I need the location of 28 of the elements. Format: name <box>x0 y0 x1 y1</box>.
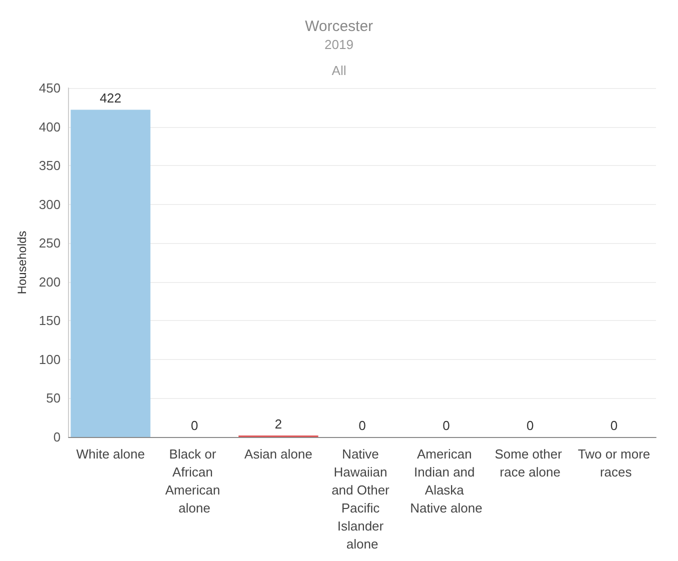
y-tick-label: 250 <box>38 236 61 251</box>
y-tick-label: 200 <box>38 274 61 290</box>
data-label: 422 <box>100 90 122 106</box>
x-tick-label: Asian alone <box>244 446 312 462</box>
y-tick-label: 400 <box>38 119 61 134</box>
y-tick-label: 100 <box>38 352 61 367</box>
data-label: 0 <box>190 418 198 433</box>
x-tick-label: Native Hawaiian and Other Pacific Islander alone <box>332 446 394 552</box>
x-tick-label: Black or African American alone <box>165 446 224 516</box>
y-tick-label: 50 <box>46 390 61 406</box>
x-tick-label: Two or more races <box>578 446 650 480</box>
x-tick-label: American Indian and Alaska Native alone <box>410 446 482 516</box>
chart-subtitle: 2019 <box>324 37 354 52</box>
text: All <box>332 63 346 78</box>
data-label: 0 <box>526 418 534 433</box>
y-tick-label: 450 <box>38 80 61 96</box>
y-tick-label: 300 <box>38 196 61 212</box>
x-tick-label: Some other race alone <box>494 446 566 480</box>
data-label: 0 <box>358 418 366 433</box>
data-label: 0 <box>442 418 450 433</box>
chart-title: Worcester <box>304 18 374 35</box>
y-axis-title: Households <box>15 230 29 294</box>
y-tick-label: 0 <box>53 430 61 444</box>
data-label: 2 <box>274 416 282 432</box>
x-tick-label: White alone <box>76 446 145 462</box>
data-label: 0 <box>610 418 618 433</box>
y-tick-label: 350 <box>38 158 61 174</box>
y-tick-label: 150 <box>38 313 61 328</box>
